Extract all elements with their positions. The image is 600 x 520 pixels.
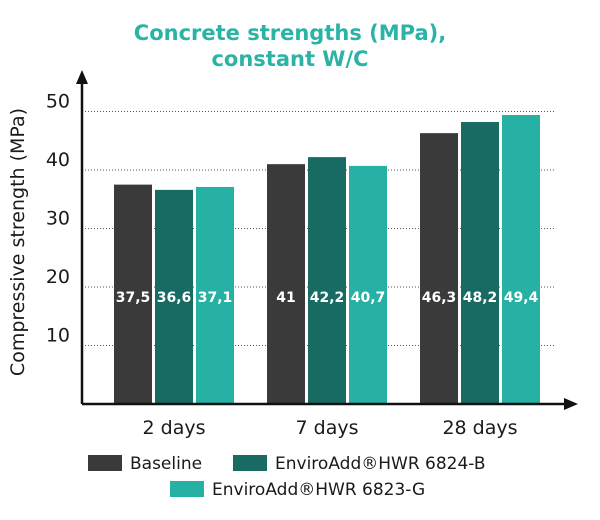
legend-swatch-1 — [233, 455, 267, 471]
y-tick-label-50: 50 — [46, 91, 70, 113]
data-label-1-1: 42,2 — [310, 290, 345, 306]
bar-2-2 — [502, 115, 540, 404]
x-tick-label-1: 7 days — [296, 417, 359, 439]
legend-swatch-0 — [88, 455, 122, 471]
data-label-2-2: 49,4 — [504, 290, 539, 306]
data-label-0-1: 41 — [276, 290, 295, 306]
chart-title-line-2: constant W/C — [211, 47, 368, 71]
bar-1-1 — [308, 157, 346, 404]
legend-label-0: Baseline — [130, 454, 202, 474]
bar-1-0 — [155, 189, 193, 404]
data-label-2-1: 40,7 — [351, 290, 386, 306]
y-tick-label-20: 20 — [46, 266, 70, 288]
data-label-1-0: 36,6 — [157, 290, 192, 306]
bar-0-0 — [114, 184, 152, 404]
legend-swatch-2 — [170, 481, 204, 497]
legend: Baseline EnviroAdd®HWR 6824-B EnviroAdd®HW… — [88, 454, 486, 500]
bar-2-0 — [196, 186, 234, 404]
y-tick-label-10: 10 — [46, 325, 70, 347]
chart-title-line-1: Concrete strengths (MPa), — [134, 21, 446, 45]
x-tick-label-2: 28 days — [442, 417, 517, 439]
bar-0-2 — [420, 133, 458, 404]
legend-label-2: EnviroAdd®HWR 6823-G — [212, 480, 425, 500]
y-axis-arrow — [76, 70, 88, 84]
x-tick-label-0: 2 days — [143, 417, 206, 439]
legend-label-1: EnviroAdd®HWR 6824-B — [275, 454, 486, 474]
data-label-0-2: 46,3 — [422, 290, 457, 306]
y-axis-label: Compressive strength (MPa) — [7, 108, 29, 376]
data-label-1-2: 48,2 — [463, 290, 498, 306]
bar-2-1 — [349, 165, 387, 404]
plot-area: 10 20 30 40 50 37,5 36,6 37,1 2 days 41 42,2 40,7 7 … — [46, 70, 578, 439]
y-tick-label-40: 40 — [46, 149, 70, 171]
y-tick-label-30: 30 — [46, 208, 70, 230]
bar-1-2 — [461, 122, 499, 404]
bar-0-1 — [267, 164, 305, 404]
data-label-2-0: 37,1 — [198, 290, 233, 306]
x-axis-arrow — [564, 398, 578, 410]
data-label-0-0: 37,5 — [116, 290, 151, 306]
